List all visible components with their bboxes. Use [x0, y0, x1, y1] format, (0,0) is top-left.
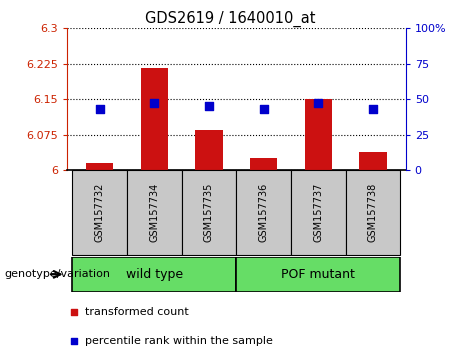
- Text: percentile rank within the sample: percentile rank within the sample: [85, 336, 273, 346]
- Bar: [346, 170, 400, 255]
- Bar: [141, 68, 168, 170]
- Text: GSM157738: GSM157738: [368, 183, 378, 242]
- Text: GSM157735: GSM157735: [204, 183, 214, 242]
- Text: GSM157736: GSM157736: [259, 183, 269, 242]
- Point: [151, 101, 158, 106]
- Text: genotype/variation: genotype/variation: [5, 269, 111, 279]
- Text: GSM157732: GSM157732: [95, 183, 105, 242]
- Bar: [86, 163, 113, 170]
- Text: GSM157734: GSM157734: [149, 183, 160, 242]
- Point: [96, 106, 103, 112]
- Text: GSM157737: GSM157737: [313, 183, 323, 242]
- Point: [369, 106, 377, 112]
- Bar: [291, 170, 346, 255]
- Point: [70, 338, 77, 344]
- Bar: [182, 170, 236, 255]
- Bar: [195, 130, 223, 170]
- Point: [70, 309, 77, 315]
- Bar: [72, 170, 127, 255]
- Text: transformed count: transformed count: [85, 307, 189, 317]
- Text: GDS2619 / 1640010_at: GDS2619 / 1640010_at: [145, 11, 316, 27]
- Bar: [72, 257, 236, 292]
- Bar: [236, 257, 400, 292]
- Bar: [127, 170, 182, 255]
- Text: POF mutant: POF mutant: [281, 268, 355, 281]
- Bar: [305, 99, 332, 170]
- Point: [205, 103, 213, 109]
- Bar: [359, 152, 387, 170]
- Bar: [236, 170, 291, 255]
- Text: wild type: wild type: [126, 268, 183, 281]
- Bar: [250, 158, 277, 170]
- Point: [260, 106, 267, 112]
- Point: [314, 101, 322, 106]
